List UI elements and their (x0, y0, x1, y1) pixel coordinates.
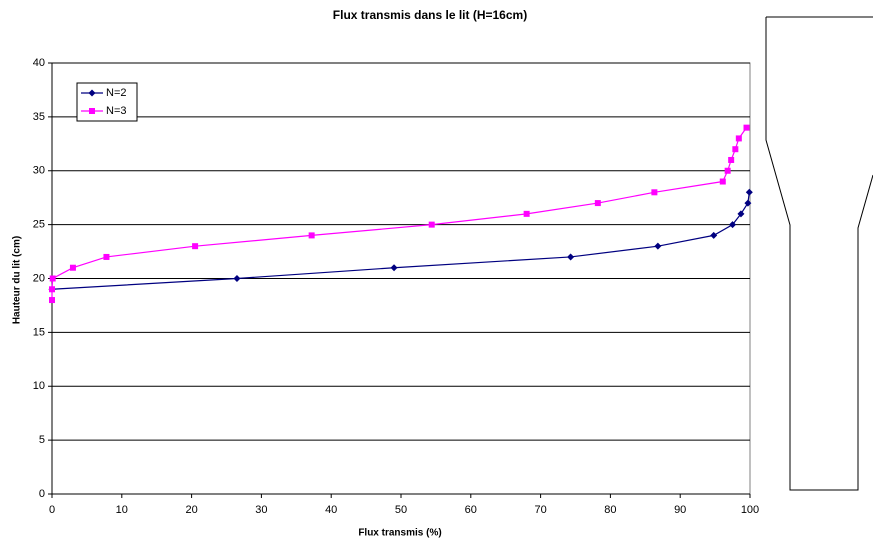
y-tick-label: 5 (39, 434, 45, 446)
x-tick-label: 60 (465, 504, 477, 516)
marker (103, 253, 110, 260)
marker (745, 188, 753, 196)
x-tick-label: 100 (741, 504, 759, 516)
x-tick-label: 30 (255, 504, 267, 516)
y-tick-label: 30 (33, 165, 45, 177)
legend-label: N=3 (106, 105, 127, 117)
marker (728, 156, 735, 163)
marker (390, 264, 398, 272)
legend (76, 82, 138, 122)
marker (428, 221, 435, 228)
marker (308, 232, 315, 239)
marker (737, 210, 745, 218)
marker (729, 221, 737, 229)
x-tick-label: 20 (185, 504, 197, 516)
y-tick-label: 35 (33, 111, 45, 123)
bed-outline (765, 16, 873, 491)
marker (651, 189, 658, 196)
marker (49, 286, 55, 293)
marker (732, 146, 739, 153)
x-tick-label: 0 (49, 504, 55, 516)
marker (567, 253, 575, 261)
marker (49, 275, 56, 282)
legend-label: N=2 (106, 87, 127, 99)
x-tick-label: 70 (534, 504, 546, 516)
marker (594, 200, 601, 207)
y-tick-label: 40 (33, 57, 45, 69)
marker (654, 242, 662, 250)
x-tick-label: 10 (116, 504, 128, 516)
marker (233, 275, 241, 282)
marker (69, 264, 76, 271)
marker (89, 108, 95, 114)
marker (743, 124, 750, 131)
marker (744, 199, 752, 207)
marker (49, 297, 55, 304)
y-tick-label: 0 (39, 488, 45, 500)
x-tick-label: 40 (325, 504, 337, 516)
marker (192, 243, 199, 250)
series-line (51, 192, 750, 290)
x-axis-title: Flux transmis (%) (358, 528, 441, 539)
x-tick-label: 50 (395, 504, 407, 516)
marker (724, 167, 731, 174)
marker (710, 231, 718, 239)
y-axis-title: Hauteur du lit (cm) (12, 236, 23, 324)
x-tick-label: 80 (604, 504, 616, 516)
marker (735, 135, 742, 142)
marker (88, 89, 96, 97)
chart-title: Flux transmis dans le lit (H=16cm) (333, 8, 527, 22)
y-tick-label: 15 (33, 326, 45, 338)
marker (523, 210, 530, 217)
y-tick-label: 25 (33, 219, 45, 231)
y-tick-label: 20 (33, 272, 45, 284)
marker (719, 178, 726, 185)
y-tick-label: 10 (33, 380, 45, 392)
x-tick-label: 90 (674, 504, 686, 516)
